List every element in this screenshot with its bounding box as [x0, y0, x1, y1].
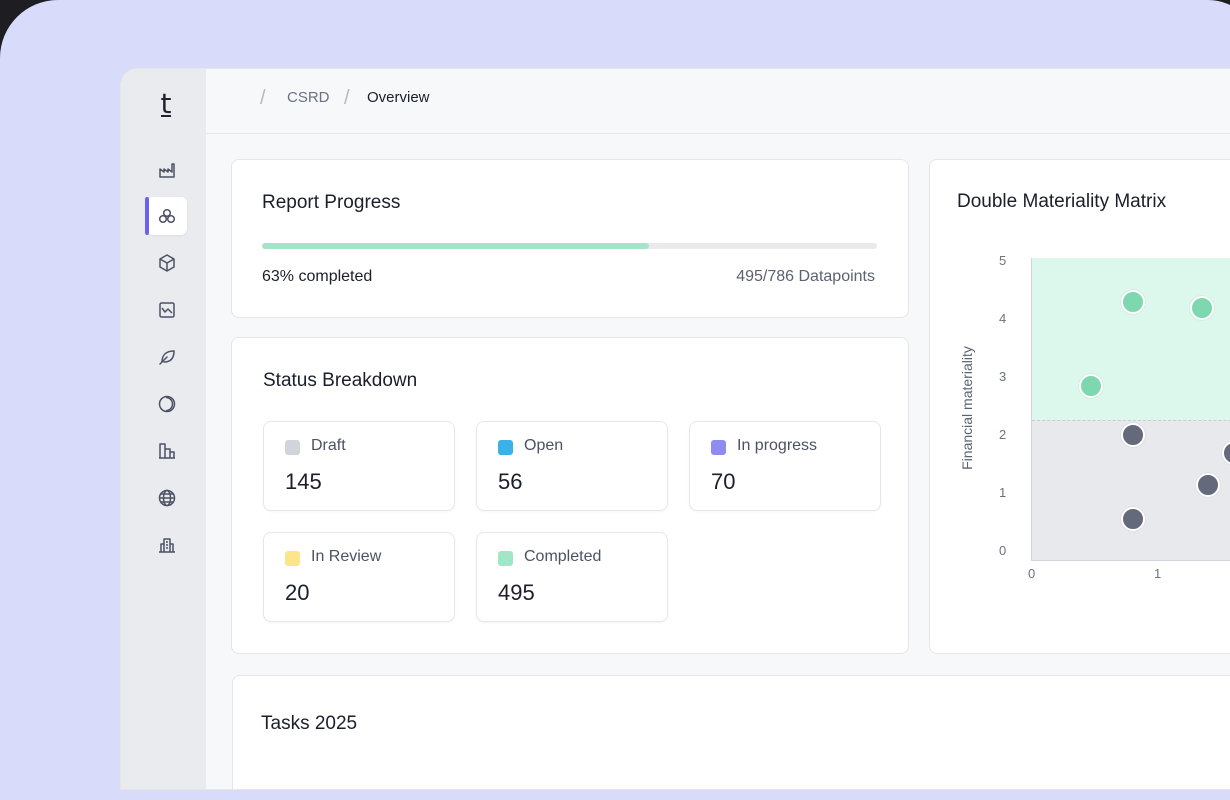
- report-progress-title: Report Progress: [262, 192, 401, 213]
- y-tick-5: 5: [999, 253, 1007, 268]
- moon-icon: [158, 395, 176, 413]
- matrix-point-5[interactable]: [1196, 472, 1221, 497]
- globe-icon: [158, 489, 176, 507]
- sidebar-item-chart[interactable]: [147, 291, 187, 329]
- breadcrumb-overview: Overview: [367, 89, 430, 106]
- sidebar-item-factory[interactable]: [147, 151, 187, 189]
- logo[interactable]: t: [151, 87, 181, 123]
- status-label: Completed: [524, 548, 602, 565]
- matrix-point-4[interactable]: [1120, 423, 1145, 448]
- matrix-title: Double Materiality Matrix: [957, 191, 1167, 212]
- breadcrumb: / CSRD / Overview: [206, 69, 1230, 134]
- sidebar-item-leaf[interactable]: [147, 338, 187, 376]
- sidebar: t: [121, 69, 206, 789]
- breadcrumb-csrd[interactable]: CSRD: [287, 89, 330, 106]
- sidebar-item-buildings[interactable]: [147, 432, 187, 470]
- y-tick-2: 2: [999, 427, 1007, 442]
- leaf-icon: [159, 350, 175, 365]
- y-tick-1: 1: [999, 485, 1007, 500]
- y-tick-4: 4: [999, 311, 1007, 326]
- progress-datapoints-label: 495/786 Datapoints: [736, 268, 875, 285]
- matrix-point-6[interactable]: [1120, 507, 1145, 532]
- progress-completed-label: 63% completed: [262, 268, 373, 285]
- status-label: Draft: [311, 437, 346, 454]
- chart-down-icon: [159, 302, 175, 318]
- status-draft[interactable]: Draft 145: [263, 421, 455, 511]
- status-label: Open: [524, 437, 564, 454]
- status-value: 20: [285, 580, 310, 605]
- report-progress-card: Report Progress 63% completed 495/786 Da…: [231, 159, 909, 318]
- app-window: t / CSRD /: [120, 68, 1230, 790]
- status-label: In Review: [311, 548, 382, 565]
- breadcrumb-separator: /: [344, 87, 350, 109]
- status-value: 495: [498, 580, 535, 605]
- x-tick-1: 1: [1154, 566, 1162, 581]
- factory-icon: [159, 163, 175, 178]
- y-tick-3: 3: [999, 369, 1007, 384]
- open-swatch: [498, 440, 513, 455]
- status-breakdown-title: Status Breakdown: [263, 370, 418, 391]
- status-breakdown-card: Status Breakdown Draft 145 Open 56 In pr…: [231, 337, 909, 654]
- sidebar-item-cube[interactable]: [147, 244, 187, 282]
- status-in-review[interactable]: In Review 20: [263, 532, 455, 622]
- matrix-point-1[interactable]: [1120, 289, 1145, 314]
- status-value: 70: [711, 469, 736, 494]
- materiality-matrix-card: Double Materiality Matrix Financial mate…: [929, 159, 1230, 654]
- matrix-ylabel: Financial materiality: [959, 346, 975, 470]
- status-value: 56: [498, 469, 523, 494]
- tasks-title: Tasks 2025: [261, 713, 358, 734]
- status-value: 145: [285, 469, 322, 494]
- sidebar-item-city[interactable]: [147, 526, 187, 564]
- progress-bar: [262, 243, 877, 249]
- tasks-card: Tasks 2025: [232, 675, 1230, 789]
- status-open[interactable]: Open 56: [476, 421, 668, 511]
- x-tick-0: 0: [1028, 566, 1036, 581]
- y-tick-0: 0: [999, 543, 1007, 558]
- status-in-progress[interactable]: In progress 70: [689, 421, 881, 511]
- city-icon: [159, 538, 175, 553]
- matrix-point-3[interactable]: [1079, 374, 1104, 398]
- logo-underline: [161, 115, 171, 117]
- in-progress-swatch: [711, 440, 726, 455]
- matrix-plot-area: [1031, 258, 1230, 561]
- hexagons-icon: [158, 208, 176, 224]
- buildings-icon: [159, 443, 175, 459]
- cube-icon: [159, 254, 175, 272]
- completed-swatch: [498, 551, 513, 566]
- progress-fill: [262, 243, 650, 249]
- sidebar-item-globe[interactable]: [147, 479, 187, 517]
- sidebar-item-moon[interactable]: [147, 385, 187, 423]
- status-label: In progress: [737, 437, 818, 454]
- material-zone: [1032, 258, 1230, 421]
- logo-text: t: [160, 87, 172, 120]
- in-review-swatch: [285, 551, 300, 566]
- sidebar-item-hexagons[interactable]: [145, 197, 187, 235]
- status-completed[interactable]: Completed 495: [476, 532, 668, 622]
- matrix-point-2[interactable]: [1190, 295, 1215, 320]
- breadcrumb-separator: /: [260, 87, 266, 109]
- draft-swatch: [285, 440, 300, 455]
